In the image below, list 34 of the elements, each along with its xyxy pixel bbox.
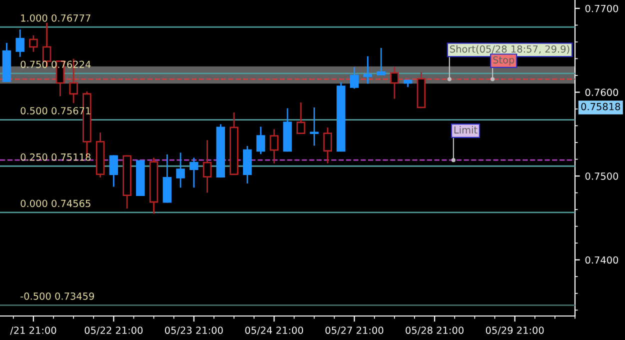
x-tick-label: 05/29 21:00	[486, 326, 544, 335]
candlestick	[363, 56, 372, 84]
candlestick	[190, 158, 198, 188]
x-tick-label: 05/24 21:00	[245, 326, 304, 335]
candlestick	[176, 152, 185, 188]
x-tick-label: 05/27 21:00	[325, 326, 384, 335]
candlestick	[350, 67, 359, 89]
candlestick	[270, 129, 278, 164]
candlestick	[376, 48, 386, 76]
x-tick-label: 05/23 21:00	[164, 326, 223, 335]
y-tick-label: 0.7600	[585, 88, 618, 96]
annotation: Limit	[454, 126, 478, 134]
text: 0.75818	[581, 102, 620, 110]
y-tick-label: 0.7700	[585, 4, 618, 12]
annotation: Short(05/28 18:57, 29.9)	[450, 45, 570, 54]
y-tick-label: 0.7400	[585, 256, 618, 264]
candlestick	[323, 128, 332, 164]
candlestick	[29, 35, 38, 52]
annotation: Stop	[493, 56, 514, 66]
ref-line-label: 0.000 0.74565	[20, 200, 90, 208]
candlestick	[256, 126, 266, 154]
candlestick	[16, 29, 24, 57]
candlestick	[296, 102, 306, 134]
ref-line-label: -0.500 0.73459	[20, 292, 94, 300]
ref-line-label: 1.000 0.76777	[21, 14, 90, 22]
candlestick	[310, 107, 319, 146]
x-tick-label: /21 21:00	[10, 326, 56, 335]
candlestick	[109, 155, 118, 187]
candlestick	[390, 67, 399, 99]
candlestick	[202, 140, 212, 193]
x-tick-label: 05/28 21:00	[406, 326, 464, 335]
x-tick-label: 05/22 21:00	[84, 326, 143, 335]
ref-line-label: 0.250 0.75118	[20, 153, 91, 161]
y-tick-label: 0.7500	[585, 172, 618, 180]
